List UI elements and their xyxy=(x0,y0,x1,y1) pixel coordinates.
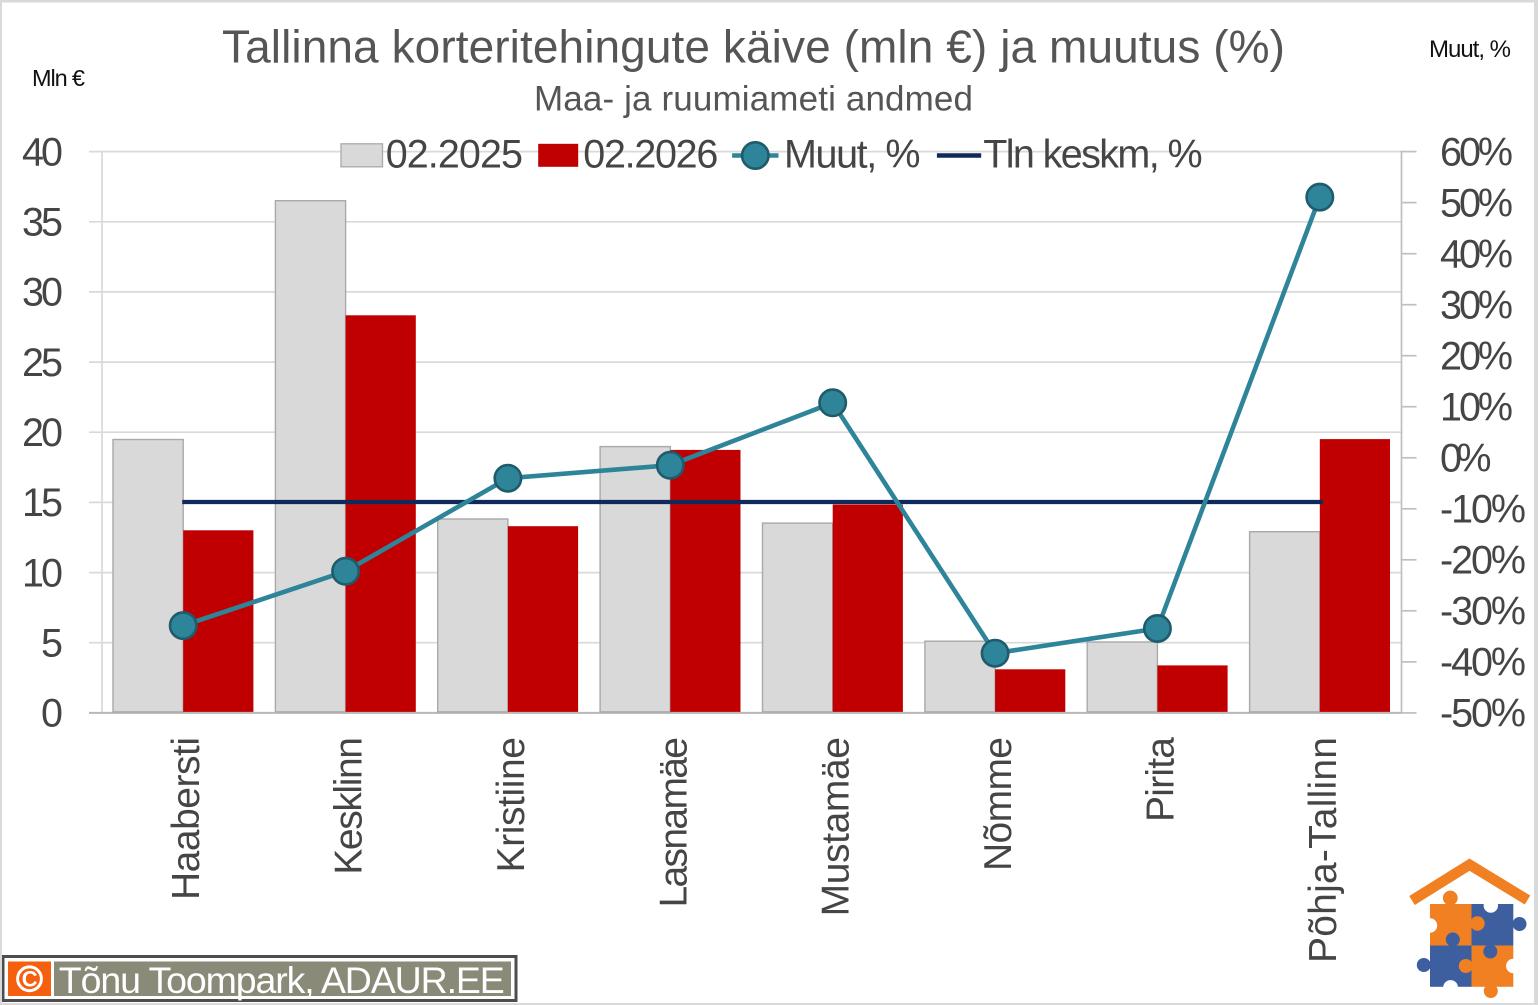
svg-text:Põhja-Tallinn: Põhja-Tallinn xyxy=(1302,737,1345,963)
svg-text:Haabersti: Haabersti xyxy=(165,737,208,900)
svg-text:-20%: -20% xyxy=(1440,539,1526,583)
svg-text:Mustamäe: Mustamäe xyxy=(815,737,858,916)
svg-text:-50%: -50% xyxy=(1440,692,1526,736)
svg-text:Mln €: Mln € xyxy=(32,65,85,91)
svg-text:40%: 40% xyxy=(1440,232,1513,276)
svg-text:40: 40 xyxy=(22,130,63,174)
svg-text:35: 35 xyxy=(22,201,63,245)
svg-text:20%: 20% xyxy=(1440,334,1513,378)
svg-text:02.2025: 02.2025 xyxy=(386,132,523,176)
svg-text:C: C xyxy=(22,967,38,992)
svg-text:0%: 0% xyxy=(1440,437,1492,481)
svg-text:50%: 50% xyxy=(1440,181,1513,225)
svg-text:0: 0 xyxy=(41,692,63,736)
svg-text:Tallinna korteritehingute käiv: Tallinna korteritehingute käive (mln €) … xyxy=(222,21,1285,73)
svg-text:Kesklinn: Kesklinn xyxy=(328,737,371,875)
svg-text:Lasnamäe: Lasnamäe xyxy=(652,737,695,908)
svg-text:02.2026: 02.2026 xyxy=(583,132,718,176)
svg-text:30: 30 xyxy=(22,271,63,315)
svg-text:5: 5 xyxy=(41,621,63,665)
svg-text:-10%: -10% xyxy=(1440,488,1526,532)
svg-text:-40%: -40% xyxy=(1440,641,1526,685)
svg-text:25: 25 xyxy=(22,341,63,385)
svg-text:Pirita: Pirita xyxy=(1139,737,1182,822)
svg-text:Tln keskm, %: Tln keskm, % xyxy=(983,132,1202,176)
svg-text:60%: 60% xyxy=(1440,130,1513,174)
svg-text:-30%: -30% xyxy=(1440,590,1526,634)
svg-text:Nõmme: Nõmme xyxy=(977,737,1020,871)
svg-text:20: 20 xyxy=(22,411,63,455)
svg-text:10: 10 xyxy=(22,551,63,595)
svg-text:10%: 10% xyxy=(1440,385,1513,429)
svg-text:Maa- ja ruumiameti andmed: Maa- ja ruumiameti andmed xyxy=(534,80,973,119)
svg-text:Muut, %: Muut, % xyxy=(1429,36,1511,63)
svg-text:Kristiine: Kristiine xyxy=(490,737,533,873)
svg-text:30%: 30% xyxy=(1440,283,1513,327)
svg-text:Tõnu Toompark, ADAUR.EE: Tõnu Toompark, ADAUR.EE xyxy=(59,959,505,1001)
svg-text:Muut, %: Muut, % xyxy=(784,132,921,176)
svg-text:15: 15 xyxy=(22,481,63,525)
